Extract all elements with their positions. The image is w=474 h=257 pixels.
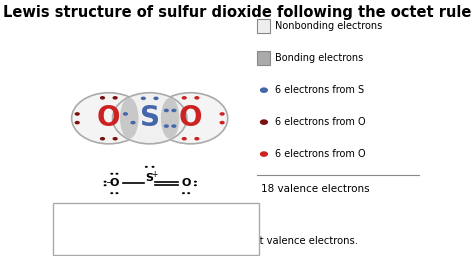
Circle shape [194,137,200,141]
Text: S: S [140,104,160,132]
Text: O: O [182,178,191,188]
Circle shape [260,119,268,125]
Text: O: O [97,104,120,132]
FancyBboxPatch shape [53,203,259,255]
Circle shape [171,109,176,112]
Text: Nonbonding electrons: Nonbonding electrons [275,21,383,31]
Text: 6 electrons from O: 6 electrons from O [275,117,366,127]
Circle shape [112,93,187,144]
Circle shape [194,184,197,186]
Circle shape [100,96,105,100]
Circle shape [187,192,190,194]
Circle shape [260,87,268,93]
Circle shape [116,173,118,175]
Text: S: S [146,173,154,183]
Text: orbitals and follows: orbitals and follows [158,215,259,225]
Circle shape [154,93,228,144]
Circle shape [164,109,169,112]
Circle shape [219,121,225,124]
Circle shape [130,121,136,124]
Text: 18 valence electrons: 18 valence electrons [261,183,370,194]
Circle shape [110,173,113,175]
Circle shape [164,124,169,128]
Text: s: s [137,215,142,225]
Circle shape [182,192,185,194]
Circle shape [116,192,118,194]
Circle shape [152,166,155,168]
Circle shape [171,124,176,128]
Text: 6 electrons from S: 6 electrons from S [275,85,365,95]
Text: O: O [179,104,202,132]
Text: the octet rule, each atom has only eight valence electrons.: the octet rule, each atom has only eight… [64,236,358,246]
FancyBboxPatch shape [257,51,271,65]
Text: and: and [142,215,167,225]
Text: p: p [154,215,160,225]
Circle shape [104,184,107,186]
Circle shape [194,181,197,183]
Circle shape [145,166,148,168]
Circle shape [182,137,187,141]
Circle shape [194,96,200,100]
Circle shape [104,181,107,183]
Circle shape [112,137,118,141]
Text: When bonding involves only: When bonding involves only [64,215,208,225]
Circle shape [100,137,105,141]
Circle shape [112,96,118,100]
Circle shape [123,112,128,116]
Ellipse shape [161,98,179,139]
Circle shape [74,112,80,116]
Text: −: − [105,177,112,186]
Text: Bonding electrons: Bonding electrons [275,53,364,63]
Text: +: + [151,170,158,179]
Circle shape [182,96,187,100]
Circle shape [74,121,80,124]
Ellipse shape [120,98,138,139]
Circle shape [141,97,146,100]
Circle shape [219,112,225,116]
Circle shape [154,97,159,100]
Circle shape [110,192,113,194]
Text: O: O [109,178,119,188]
Text: Lewis structure of sulfur dioxide following the octet rule: Lewis structure of sulfur dioxide follow… [3,5,471,20]
Circle shape [260,151,268,157]
FancyBboxPatch shape [257,19,271,33]
Text: 6 electrons from O: 6 electrons from O [275,149,366,159]
Circle shape [72,93,146,144]
